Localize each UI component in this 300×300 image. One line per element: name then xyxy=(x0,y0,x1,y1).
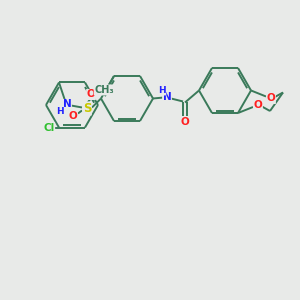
Text: CH₃: CH₃ xyxy=(94,85,114,95)
Text: O: O xyxy=(267,94,275,103)
Text: S: S xyxy=(83,102,91,115)
Text: H: H xyxy=(158,86,166,95)
Text: N: N xyxy=(163,92,171,103)
Text: O: O xyxy=(181,118,189,128)
Text: O: O xyxy=(254,100,262,110)
Text: O: O xyxy=(69,112,77,122)
Text: N: N xyxy=(63,100,71,110)
Text: H: H xyxy=(56,107,64,116)
Text: Cl: Cl xyxy=(44,122,55,133)
Text: O: O xyxy=(87,89,95,100)
